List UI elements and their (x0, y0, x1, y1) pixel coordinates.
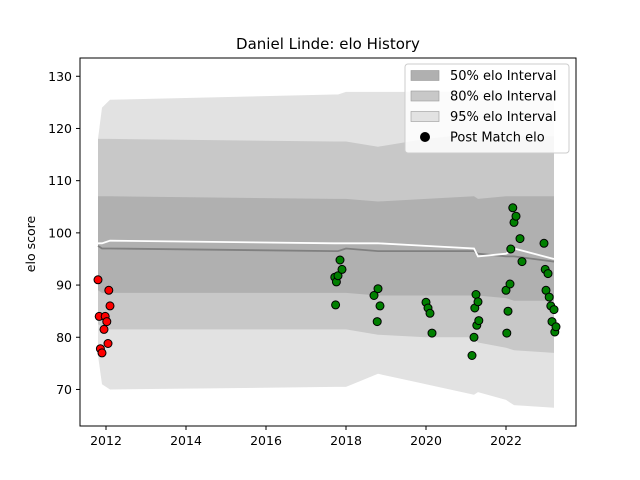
legend-swatch (410, 90, 440, 102)
chart-title: Daniel Linde: elo History (236, 35, 420, 53)
data-point (335, 255, 345, 265)
y-tick-label: 90 (56, 278, 72, 293)
data-point (517, 257, 527, 267)
data-point (544, 292, 554, 302)
x-tick-label: 2020 (410, 433, 442, 448)
legend-swatch (410, 70, 440, 81)
data-point (331, 300, 341, 310)
data-point (97, 348, 107, 358)
data-point (373, 284, 383, 294)
data-point (375, 301, 385, 311)
data-point (469, 332, 479, 342)
legend-label: Post Match elo (450, 131, 545, 146)
y-tick-label: 100 (48, 225, 72, 240)
x-tick-label: 2022 (490, 433, 522, 448)
legend: 50% elo Interval 80% elo Interval 95% elo … (404, 63, 570, 154)
y-tick-label: 120 (48, 121, 72, 136)
data-point (467, 351, 477, 360)
legend-label: 95% elo Interval (450, 110, 557, 125)
data-point (502, 328, 512, 338)
x-tick-label: 2018 (330, 433, 362, 448)
data-point (333, 271, 343, 281)
data-point (539, 238, 549, 248)
band-50 (98, 196, 554, 301)
data-point (104, 285, 114, 295)
data-point (427, 328, 437, 338)
median-line (97, 245, 555, 263)
data-point (369, 291, 379, 300)
y-tick-label: 130 (48, 69, 72, 84)
legend-label: 50% elo Interval (450, 69, 557, 84)
data-point (515, 234, 525, 244)
data-point (511, 211, 521, 221)
legend-box (404, 63, 570, 154)
axes: 2012 2014 2016 2018 2020 2022 70 80 90 100 110 120 1… (48, 57, 577, 448)
data-point (501, 285, 511, 295)
y-tick-label: 80 (56, 330, 72, 345)
data-point (506, 244, 516, 254)
legend-swatch (410, 111, 440, 122)
data-point (93, 275, 103, 285)
legend-label: 80% elo Interval (450, 90, 557, 105)
axes-frame (79, 57, 577, 427)
data-point (508, 203, 518, 213)
mean-line (98, 239, 555, 260)
data-point (549, 305, 559, 315)
data-point (102, 317, 112, 327)
data-point (99, 324, 109, 334)
x-tick-label: 2016 (250, 433, 282, 448)
x-tick-label: 2014 (170, 433, 202, 448)
plot-inner (93, 91, 561, 408)
data-point (471, 290, 481, 299)
data-point (103, 339, 113, 348)
data-point (372, 317, 382, 327)
data-point (505, 279, 515, 289)
data-point (474, 316, 484, 326)
data-point (105, 301, 115, 311)
plot-area (93, 91, 561, 408)
data-point (543, 269, 553, 279)
legend-marker (420, 132, 430, 142)
y-tick-label: 70 (56, 382, 72, 397)
data-point (551, 322, 561, 332)
y-axis-label: elo score (23, 216, 38, 273)
data-point (425, 308, 435, 318)
y-tick-label: 110 (48, 173, 72, 188)
x-tick-label: 2012 (90, 433, 122, 448)
data-point (473, 297, 483, 307)
data-point (503, 306, 513, 316)
data-point (337, 264, 347, 274)
